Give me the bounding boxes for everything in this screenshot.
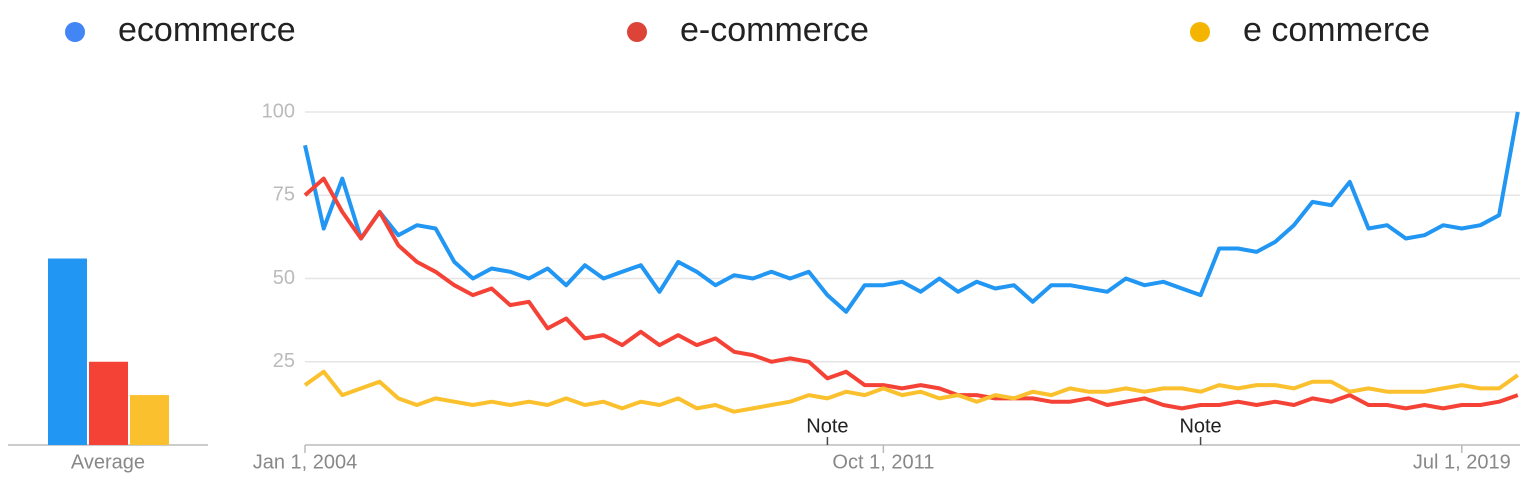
legend-label: e commerce bbox=[1243, 11, 1430, 49]
legend-label: ecommerce bbox=[118, 11, 296, 49]
x-tick-label: Jul 1, 2019 bbox=[1413, 451, 1511, 473]
y-tick-label: 25 bbox=[273, 350, 295, 372]
average-bar bbox=[48, 258, 87, 445]
y-tick-label: 75 bbox=[273, 184, 295, 206]
legend-swatch bbox=[65, 22, 85, 42]
legend-swatch bbox=[1190, 22, 1210, 42]
y-tick-label: 50 bbox=[273, 267, 295, 289]
legend-swatch bbox=[627, 22, 647, 42]
x-tick-label: Jan 1, 2004 bbox=[253, 451, 358, 473]
series-line bbox=[303, 111, 1520, 314]
average-bar bbox=[89, 361, 128, 445]
y-tick-label: 100 bbox=[262, 100, 295, 122]
series-line bbox=[303, 369, 1519, 414]
average-label: Average bbox=[71, 451, 145, 473]
x-tick-label: Oct 1, 2011 bbox=[832, 451, 934, 473]
note-label: Note bbox=[1179, 415, 1221, 437]
note-label: Note bbox=[806, 415, 848, 437]
average-bar bbox=[130, 395, 169, 445]
series-line bbox=[303, 176, 1519, 411]
legend-label: e-commerce bbox=[680, 11, 869, 49]
